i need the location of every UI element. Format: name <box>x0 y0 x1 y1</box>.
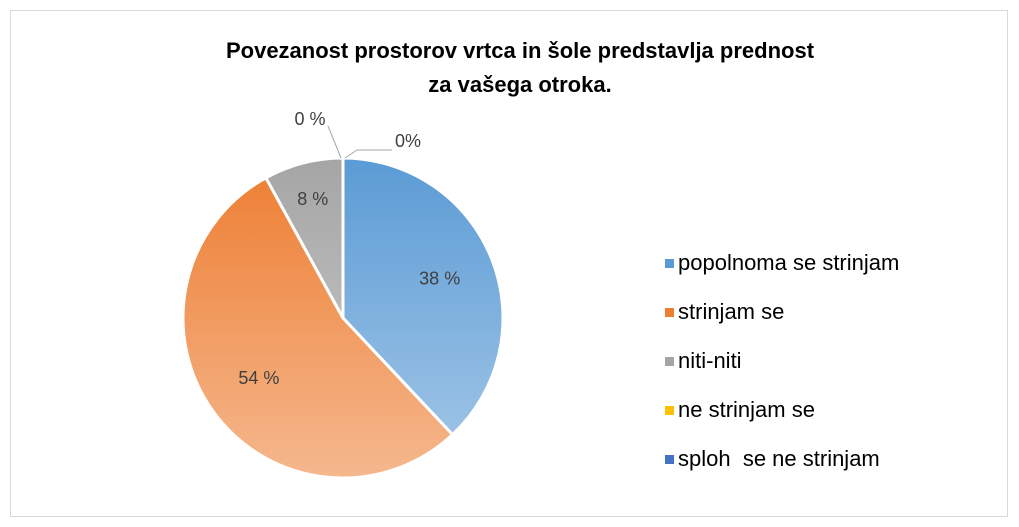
legend-label: strinjam se <box>678 299 784 324</box>
legend-swatch <box>665 308 674 317</box>
legend-label: sploh se ne strinjam <box>678 446 880 471</box>
legend-label: popolnoma se strinjam <box>678 250 899 275</box>
data-label: 54 % <box>238 368 279 388</box>
data-label: 8 % <box>297 189 328 209</box>
legend-swatch <box>665 455 674 464</box>
data-label: 0% <box>395 131 421 151</box>
chart-frame <box>10 10 1008 517</box>
chart-title: Povezanost prostorov vrtca in šole preds… <box>226 38 815 63</box>
legend-label: niti-niti <box>678 348 742 373</box>
data-label: 0 % <box>294 109 325 129</box>
pie-slice <box>181 175 455 480</box>
leader-line <box>344 149 392 159</box>
leader-line <box>327 125 342 159</box>
legend-swatch <box>665 406 674 415</box>
data-label: 38 % <box>419 268 460 288</box>
legend-swatch <box>665 357 674 366</box>
pie-slice <box>341 156 505 437</box>
chart-title: za vašega otroka. <box>428 72 611 97</box>
legend-swatch <box>665 259 674 268</box>
legend-label: ne strinjam se <box>678 397 815 422</box>
